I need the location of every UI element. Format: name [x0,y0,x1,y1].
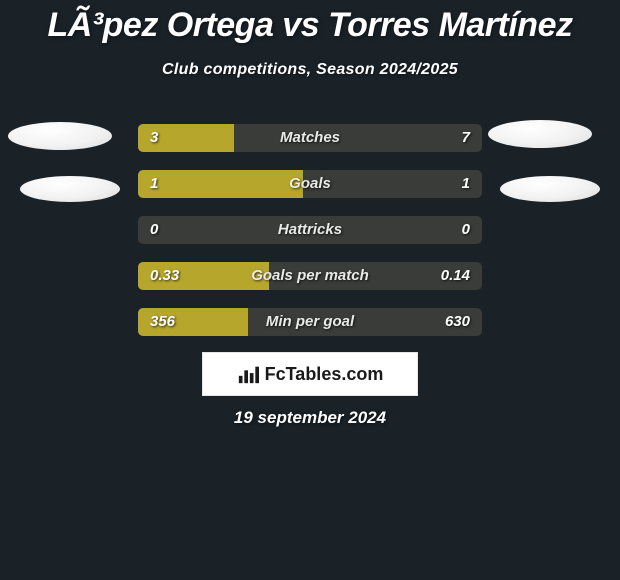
stat-label: Hattricks [138,216,482,244]
date-text: 19 september 2024 [0,408,620,428]
stat-row: 3Matches7 [138,124,482,152]
subtitle: Club competitions, Season 2024/2025 [0,61,620,79]
stat-value-right: 1 [462,170,470,198]
stats-container: 3Matches7 1Goals1 0Hattricks0 0.33Goals per… [138,124,482,354]
stat-label: Goals [138,170,482,198]
team-badge-left-1 [8,122,112,150]
bar-chart-icon [237,363,259,385]
stat-value-right: 7 [462,124,470,152]
team-badge-left-2 [20,176,120,202]
stat-value-right: 630 [445,308,470,336]
stat-row: 356Min per goal630 [138,308,482,336]
stat-row: 1Goals1 [138,170,482,198]
team-badge-right-2 [500,176,600,202]
stat-label: Matches [138,124,482,152]
stat-label: Min per goal [138,308,482,336]
stat-row: 0.33Goals per match0.14 [138,262,482,290]
branding-text: FcTables.com [265,364,384,385]
stat-row: 0Hattricks0 [138,216,482,244]
stat-label: Goals per match [138,262,482,290]
stat-value-right: 0 [462,216,470,244]
page-title: LÃ³pez Ortega vs Torres Martínez [0,0,620,45]
stat-value-right: 0.14 [441,262,470,290]
branding-box: FcTables.com [202,352,418,396]
team-badge-right-1 [488,120,592,148]
